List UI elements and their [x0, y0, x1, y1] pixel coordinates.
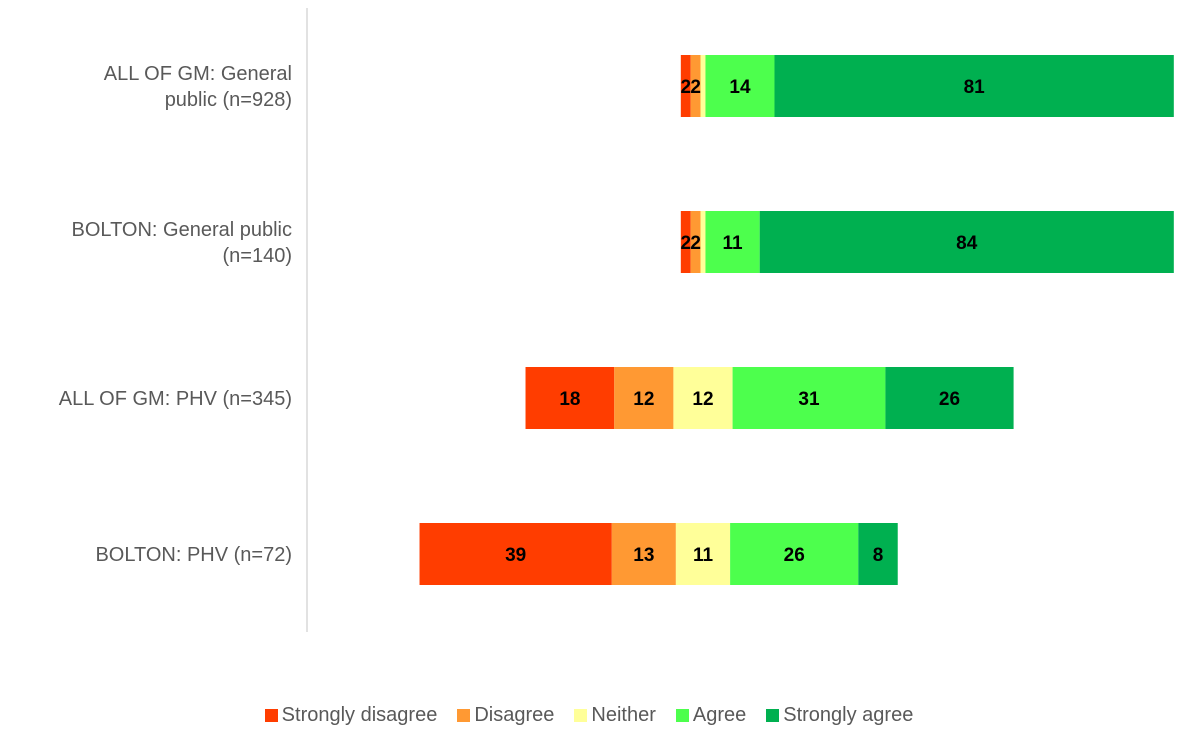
data-label: 14 — [729, 77, 751, 98]
bar-segment — [730, 523, 859, 585]
bar-segment — [690, 211, 701, 273]
legend-item: Disagree — [457, 704, 554, 727]
bar-segment — [611, 523, 676, 585]
bar-segment — [690, 55, 701, 117]
legend-label: Agree — [692, 704, 747, 726]
data-label: 8 — [873, 545, 884, 566]
category-label: BOLTON: PHV (n=72) — [95, 544, 292, 566]
bar-segment — [858, 523, 898, 585]
bar-segment — [759, 211, 1174, 273]
bar-segment — [700, 211, 706, 273]
data-label: 11 — [693, 545, 714, 566]
bar-segment — [675, 523, 731, 585]
data-label: 11 — [723, 233, 744, 254]
bar-segment — [419, 523, 612, 585]
data-label: 2 — [690, 77, 701, 98]
data-label: 2 — [690, 233, 701, 254]
bar-segment — [614, 367, 674, 429]
data-label: 18 — [559, 389, 580, 410]
category-label: ALL OF GM: General public (n=928) — [104, 63, 292, 111]
data-label: 31 — [798, 389, 820, 410]
legend-swatch — [457, 709, 471, 722]
data-label: 2 — [680, 77, 691, 98]
legend-label: Strongly disagree — [281, 704, 438, 726]
data-label: 81 — [964, 77, 986, 98]
data-label: 26 — [939, 389, 960, 410]
data-label: 12 — [692, 389, 713, 410]
legend-item: Strongly agree — [766, 704, 913, 727]
legend-label: Disagree — [474, 704, 555, 726]
bar-segment — [680, 211, 691, 273]
legend-swatch — [675, 709, 689, 722]
stacked-bar-chart: ALL OF GM: General public (n=928)2 2 14 81BO… — [59, 8, 1174, 632]
bar-segment — [680, 55, 691, 117]
data-label: 13 — [633, 545, 654, 566]
bar-segment — [732, 367, 886, 429]
data-label: 12 — [633, 389, 654, 410]
bar-segment — [673, 367, 733, 429]
data-label: 84 — [956, 233, 978, 254]
legend-swatch — [574, 709, 588, 722]
data-label: 2 — [680, 233, 691, 254]
category-label: BOLTON: General public (n=140) — [72, 219, 292, 267]
bar-segment — [885, 367, 1014, 429]
legend-item: Neither — [574, 704, 656, 727]
bar-segment — [700, 55, 706, 117]
legend-swatch — [766, 709, 780, 722]
bar-segment — [705, 211, 760, 273]
legend-label: Strongly agree — [783, 704, 914, 726]
bar-segment — [774, 55, 1174, 117]
legend-item: Strongly disagree — [264, 704, 438, 727]
data-label: 26 — [784, 545, 805, 566]
legend: Strongly disagree Disagree Neither Agree Str… — [0, 704, 1178, 727]
legend-label: Neither — [591, 704, 656, 726]
legend-swatch — [264, 709, 278, 722]
data-label: 39 — [505, 545, 526, 566]
bar-segment — [705, 55, 775, 117]
bar-segment — [525, 367, 615, 429]
legend-item: Agree — [675, 704, 747, 727]
category-label: ALL OF GM: PHV (n=345) — [59, 388, 292, 410]
